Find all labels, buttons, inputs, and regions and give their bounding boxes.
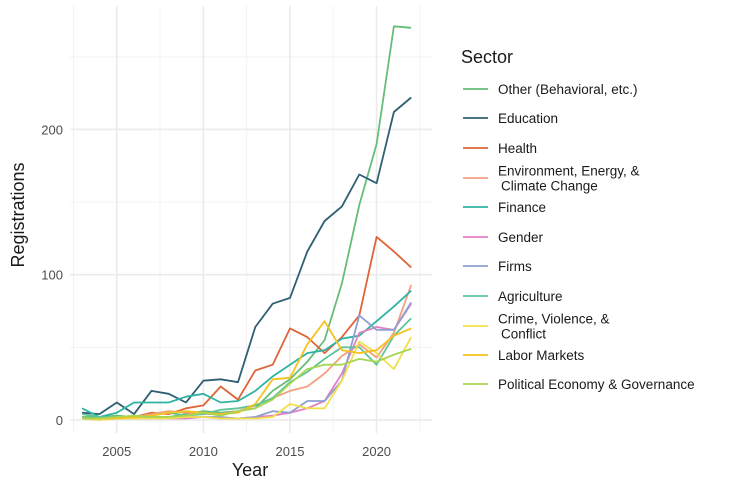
legend-label: Environment, Energy, & Climate Change bbox=[498, 164, 640, 194]
legend-item: Health bbox=[463, 141, 537, 156]
legend-item: Political Economy & Governance bbox=[463, 377, 695, 392]
legend-item: Labor Markets bbox=[463, 348, 585, 363]
legend-label: Firms bbox=[498, 259, 532, 274]
y-axis-title: Registrations bbox=[8, 162, 28, 267]
legend-label: Finance bbox=[498, 200, 546, 215]
legend-item: Gender bbox=[463, 230, 544, 245]
axis-ticks: 2005 2010 2015 2020 0 100 200 bbox=[41, 122, 391, 459]
x-tick-label: 2010 bbox=[189, 444, 218, 459]
legend-label: Health bbox=[498, 141, 537, 156]
legend: Sector Other (Behavioral, etc.) Education… bbox=[461, 47, 695, 392]
legend-item: Crime, Violence, & Conflict bbox=[463, 312, 610, 342]
series-lines bbox=[81, 25, 413, 421]
legend-title: Sector bbox=[461, 47, 513, 67]
legend-item: Agriculture bbox=[463, 289, 563, 304]
legend-label: Crime, Violence, & Conflict bbox=[498, 312, 610, 342]
y-tick-label: 0 bbox=[56, 413, 63, 428]
series-line bbox=[82, 347, 412, 420]
series-line bbox=[82, 96, 412, 416]
series-line bbox=[82, 336, 412, 421]
series-line bbox=[82, 320, 412, 420]
series-line bbox=[81, 290, 412, 418]
legend-item: Finance bbox=[463, 200, 546, 215]
x-tick-label: 2005 bbox=[102, 444, 131, 459]
legend-item: Education bbox=[463, 111, 558, 126]
legend-item: Firms bbox=[463, 259, 532, 274]
x-tick-label: 2020 bbox=[362, 444, 391, 459]
legend-label: Agriculture bbox=[498, 289, 563, 304]
legend-label: Other (Behavioral, etc.) bbox=[498, 82, 638, 97]
legend-label: Political Economy & Governance bbox=[498, 377, 695, 392]
legend-item: Environment, Energy, & Climate Change bbox=[463, 164, 640, 194]
legend-label: Labor Markets bbox=[498, 348, 585, 363]
legend-label: Education bbox=[498, 111, 558, 126]
legend-item: Other (Behavioral, etc.) bbox=[463, 82, 638, 97]
grid bbox=[70, 6, 432, 433]
y-tick-label: 200 bbox=[41, 122, 63, 137]
x-tick-label: 2015 bbox=[276, 444, 305, 459]
x-axis-title: Year bbox=[232, 460, 268, 480]
legend-label: Gender bbox=[498, 230, 544, 245]
y-tick-label: 100 bbox=[41, 268, 63, 283]
